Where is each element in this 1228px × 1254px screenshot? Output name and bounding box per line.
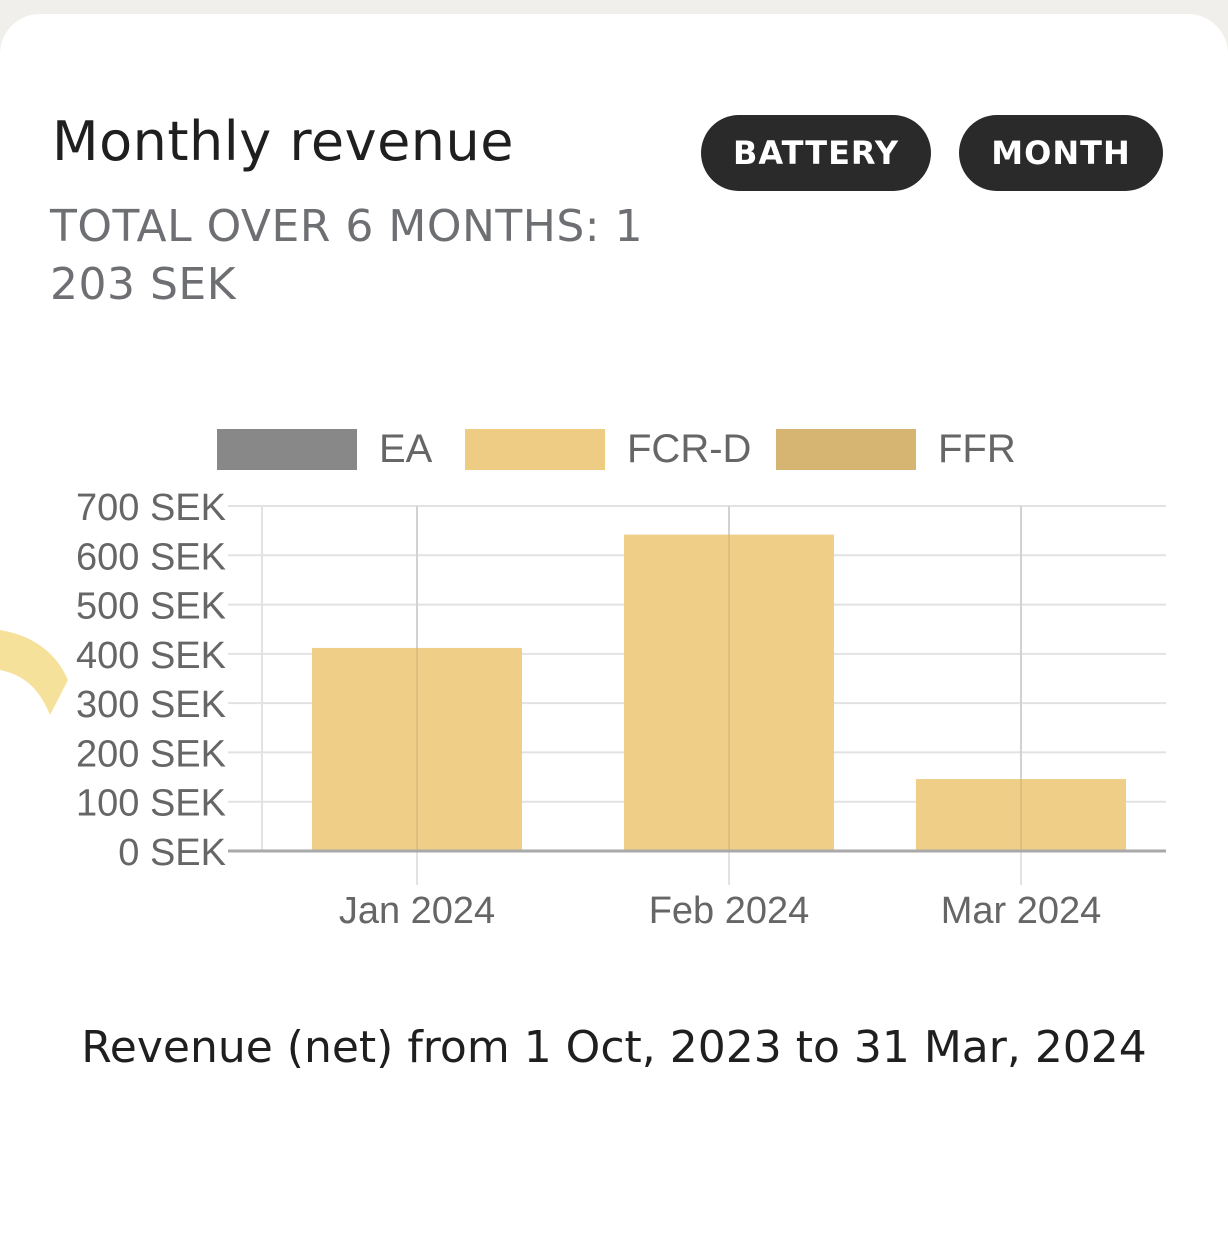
x-tick-label-1: Feb 2024 [649, 890, 810, 932]
month-filter-button[interactable]: MONTH [959, 115, 1163, 191]
y-tick-label-200: 200 SEK [76, 733, 226, 775]
legend-label-ea: EA [379, 427, 433, 471]
y-tick-label-100: 100 SEK [76, 783, 226, 825]
legend-swatch-ffr [776, 429, 916, 470]
x-tick-label-0: Jan 2024 [339, 890, 495, 932]
legend-swatch-fcr-d [465, 429, 605, 470]
y-axis-labels: 0 SEK 100 SEK 200 SEK 300 SEK 400 SEK 500 SEK… [76, 487, 226, 874]
y-tick-label-500: 500 SEK [76, 586, 226, 628]
battery-filter-button[interactable]: BATTERY [701, 115, 931, 191]
y-tick-label-400: 400 SEK [76, 635, 226, 677]
page-title: Monthly revenue [52, 110, 514, 173]
revenue-bar-chart: EA FCR-D FFR 0 SEK 100 SEK 200 SEK 300 SEK 400… [76, 427, 1166, 932]
legend-swatch-ea [217, 429, 357, 470]
revenue-card [0, 14, 1228, 1254]
chart-axes [228, 506, 1166, 853]
chart-legend: EA FCR-D FFR [217, 427, 1016, 471]
bar-fcr-d-0 [312, 647, 522, 851]
y-tick-label-0: 0 SEK [118, 832, 226, 874]
date-range-caption: Revenue (net) from 1 Oct, 2023 to 31 Mar… [81, 1022, 1147, 1073]
y-tick-label-600: 600 SEK [76, 536, 226, 578]
chart-bars [312, 506, 1126, 851]
bar-fcr-d-1 [624, 534, 834, 851]
y-tick-label-300: 300 SEK [76, 684, 226, 726]
swipe-hint-icon [0, 630, 68, 715]
legend-label-fcr-d: FCR-D [627, 427, 751, 471]
bar-fcr-d-2 [916, 779, 1126, 851]
y-tick-label-700: 700 SEK [76, 487, 226, 529]
x-tick-label-2: Mar 2024 [941, 890, 1102, 932]
total-summary: TOTAL OVER 6 MONTHS: 1 203 SEK [50, 201, 644, 310]
x-axis-labels: Jan 2024 Feb 2024 Mar 2024 [339, 890, 1101, 932]
legend-label-ffr: FFR [938, 427, 1016, 471]
